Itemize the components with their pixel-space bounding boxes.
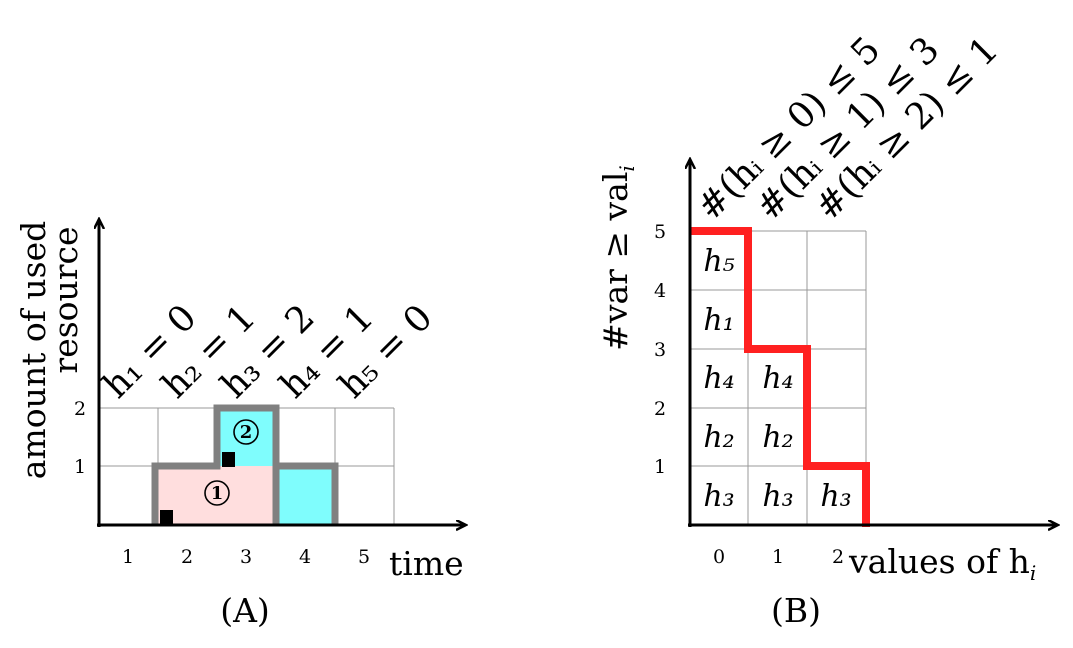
panel-a-y-label-line1: amount of used	[14, 221, 53, 480]
panel-a-x-tick-5: 5	[358, 546, 370, 568]
panel-a-x-tick-3: 3	[240, 546, 252, 568]
panel-b-y-tick-2: 2	[654, 398, 666, 420]
panel-a-x-label: time	[389, 544, 464, 583]
panel-b-x-label: values of hi	[848, 542, 1036, 585]
task-1-start-marker	[160, 510, 173, 525]
resource-profile-outline	[151, 404, 339, 525]
panel-a-y-tick-2: 2	[74, 398, 86, 420]
panel-a-caption: (A)	[220, 591, 270, 630]
task-1-label: 1	[211, 483, 224, 504]
task-1-circle	[204, 480, 230, 506]
panel-b-y-tick-4: 4	[654, 280, 666, 302]
panel-a-x-tick-1: 1	[122, 546, 134, 568]
panel-b: h₃ h₂ h₄ h₁ h₅ h₃ h₂ h₄ h₃ 1 2 3 4 5 0 1…	[596, 29, 1057, 630]
cell-label: h₃	[762, 479, 793, 514]
cell-label: h₂	[703, 420, 734, 455]
panel-b-y-label: #var ≥ vali	[596, 165, 639, 351]
task-1-rect	[155, 466, 276, 525]
cell-label: h₁	[703, 303, 734, 338]
panel-a: 1 2 1 2 1 2 3 4 5 time amount of used re…	[14, 220, 465, 630]
capacity-staircase	[690, 227, 870, 527]
task-2-circle	[233, 419, 259, 445]
cell-label: h₄	[762, 361, 793, 396]
panel-a-y-label-line2: resource	[46, 226, 85, 373]
cell-label: h₂	[762, 420, 793, 455]
panel-b-x-tick-0: 0	[713, 546, 725, 568]
panel-b-y-tick-1: 1	[654, 456, 666, 478]
task-2-start-marker	[222, 452, 235, 467]
cell-label: h₃	[820, 479, 851, 514]
panel-a-x-tick-2: 2	[181, 546, 193, 568]
panel-b-x-tick-2: 2	[832, 546, 844, 568]
cell-label: h₄	[703, 361, 734, 396]
cell-label: h₅	[703, 244, 734, 279]
panel-b-y-tick-3: 3	[654, 339, 666, 361]
cell-label: h₃	[703, 479, 734, 514]
panel-b-caption: (B)	[771, 591, 821, 630]
panel-a-x-tick-4: 4	[299, 546, 311, 568]
task-2-label: 2	[240, 422, 253, 443]
panel-b-y-tick-5: 5	[654, 221, 666, 243]
panel-a-y-tick-1: 1	[74, 456, 86, 478]
task-2-lower-rect	[276, 466, 335, 525]
panel-b-x-tick-1: 1	[772, 546, 784, 568]
